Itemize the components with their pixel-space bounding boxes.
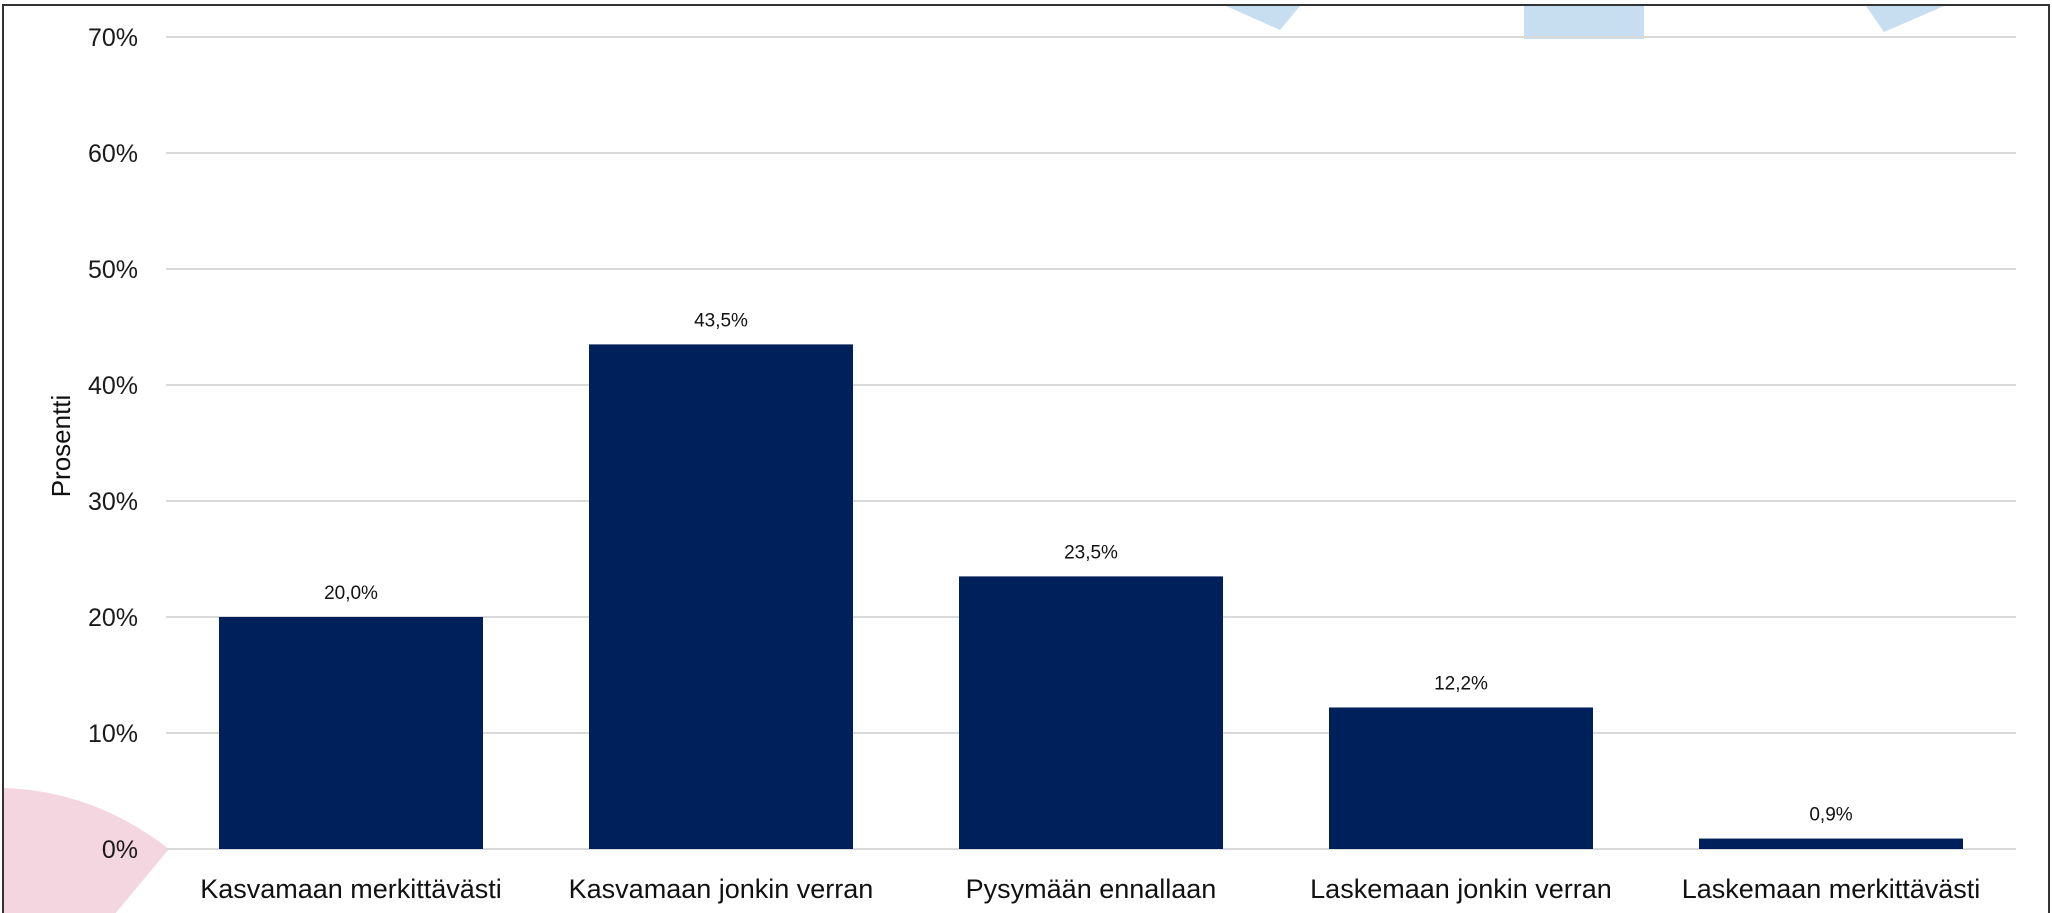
data-label: 0,9% (1809, 805, 1852, 826)
x-category-label: Laskemaan merkittävästi (1682, 874, 1981, 904)
decor-shape (4, 788, 169, 913)
bar-chart: 0% 10% 20% 30% 40% 50% 60% 70% 20,0% 43,5% 23,5% 1… (4, 6, 2016, 913)
y-tick-label: 50% (88, 256, 138, 284)
data-labels: 20,0% 43,5% 23,5% 12,2% 0,9% (324, 310, 1853, 825)
bars (219, 344, 1963, 849)
x-category-label: Kasvamaan jonkin verran (569, 874, 874, 904)
bar (219, 617, 483, 849)
decor-shape (1524, 6, 1644, 39)
y-tick-label: 60% (88, 140, 138, 168)
data-label: 23,5% (1064, 542, 1118, 563)
y-tick-label: 20% (88, 604, 138, 632)
decor-shape (1226, 6, 1300, 30)
data-label: 20,0% (324, 583, 378, 604)
y-tick-label: 10% (88, 720, 138, 748)
x-category-label: Pysymään ennallaan (966, 874, 1217, 904)
y-tick-label: 0% (102, 836, 138, 864)
category-labels: Kasvamaan merkittävästi Kasvamaan jonkin … (200, 874, 1980, 904)
bar (589, 344, 853, 849)
y-tick-label: 40% (88, 372, 138, 400)
y-axis-title: Prosentti (46, 395, 76, 498)
bar (1329, 707, 1593, 849)
background-decoration (4, 6, 1944, 913)
x-category-label: Laskemaan jonkin verran (1310, 874, 1612, 904)
data-label: 12,2% (1434, 673, 1488, 694)
y-tick-label: 30% (88, 488, 138, 516)
decor-shape (1866, 6, 1944, 32)
y-axis-ticks: 0% 10% 20% 30% 40% 50% 60% 70% (88, 24, 138, 864)
x-category-label: Kasvamaan merkittävästi (200, 874, 502, 904)
bar (1699, 838, 1963, 849)
y-tick-label: 70% (88, 24, 138, 52)
chart-frame: 0% 10% 20% 30% 40% 50% 60% 70% 20,0% 43,5% 23,5% 1… (2, 4, 2050, 913)
bar (959, 576, 1223, 849)
data-label: 43,5% (694, 310, 748, 331)
